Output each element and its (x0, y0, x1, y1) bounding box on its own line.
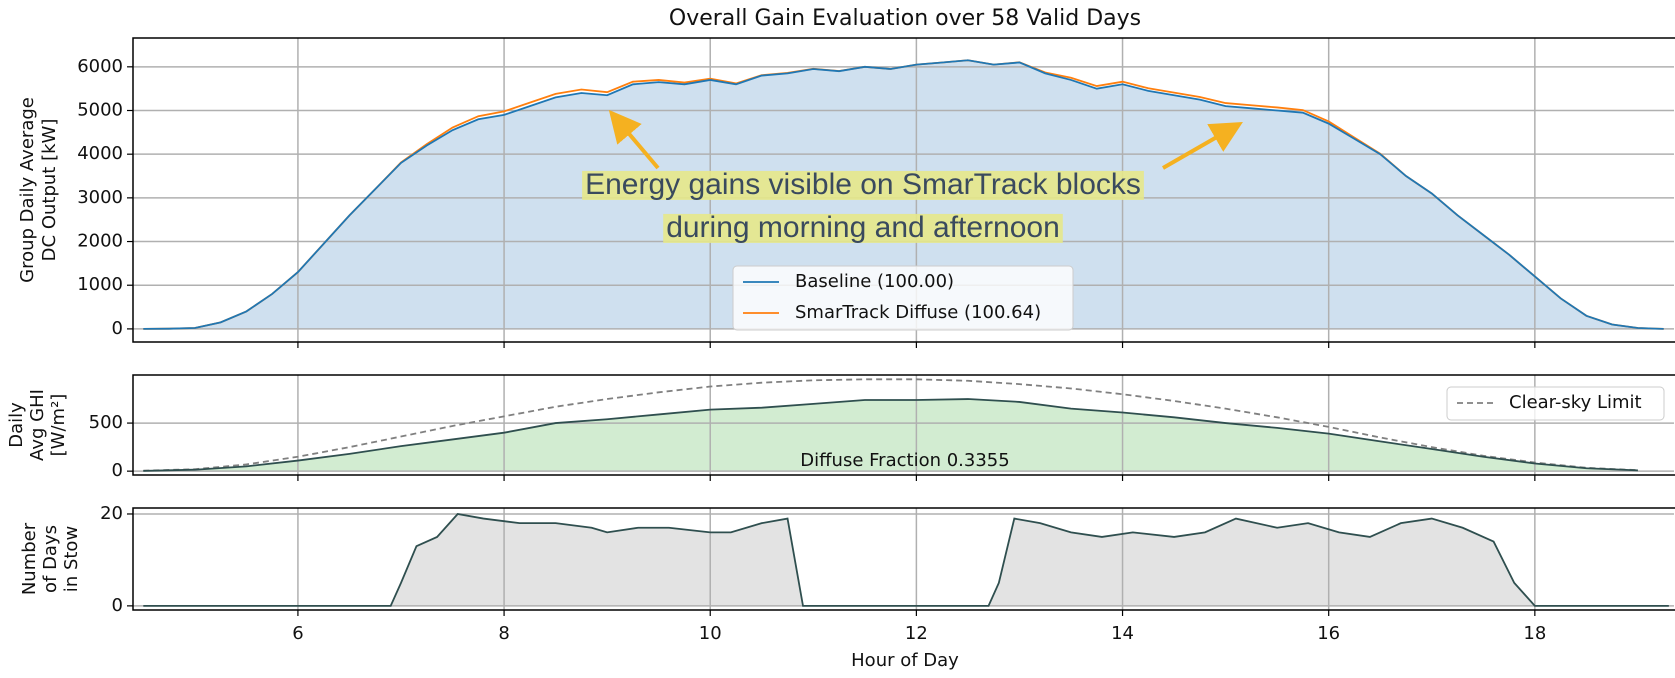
y-tick-label: 2000 (77, 231, 123, 252)
legend-box (1446, 386, 1665, 421)
y-tick-label: 3000 (77, 187, 123, 208)
x-axis-label: Hour of Day (851, 650, 959, 671)
x-tick-label: 16 (1317, 623, 1340, 644)
y-axis-label: Avg GHI (27, 389, 48, 461)
axes-frame (132, 37, 1675, 343)
axes-frame (132, 374, 1675, 476)
annotation: Energy gains visible on SmarTrack blocks (582, 168, 1144, 201)
y-tick-label: 20 (100, 503, 123, 524)
series-line (143, 512, 1669, 607)
arrow (1162, 122, 1243, 170)
legend-label: SmarTrack Diffuse (100.64) (795, 302, 1041, 323)
y-tick-label: 5000 (77, 100, 123, 121)
x-tick-label: 14 (1111, 623, 1134, 644)
y-axis-label: Number (19, 522, 40, 595)
y-tick-label: 4000 (77, 143, 123, 164)
x-tick-label: 10 (699, 623, 722, 644)
y-axis-label: Daily (6, 402, 27, 448)
series-line (143, 398, 1638, 472)
chart-title: Overall Gain Evaluation over 58 Valid Da… (669, 6, 1141, 31)
y-tick-label: 0 (112, 460, 123, 481)
annotation-highlight (582, 170, 1144, 200)
legend-label: Clear-sky Limit (1509, 392, 1642, 413)
y-tick-label: 6000 (77, 56, 123, 77)
y-axis-label: of Days (40, 525, 61, 593)
annotation: during morning and afternoon (663, 211, 1063, 244)
arrow (608, 109, 660, 170)
series-line (143, 378, 1638, 472)
y-axis-label: DC Output [kW] (39, 119, 60, 262)
legend-label: Baseline (100.00) (795, 271, 954, 292)
y-tick-label: 1000 (77, 274, 123, 295)
x-tick-label: 12 (905, 623, 928, 644)
legend-box (732, 265, 1074, 331)
x-tick-label: 6 (292, 623, 303, 644)
y-tick-label: 0 (112, 595, 123, 616)
annotation-text: during morning and afternoon (666, 211, 1060, 244)
y-axis-label: Group Daily Average (17, 97, 38, 283)
series-line (143, 59, 1664, 330)
area-fill (143, 399, 1638, 472)
annotation-text: Energy gains visible on SmarTrack blocks (585, 168, 1141, 201)
y-axis-label: [W/m²] (48, 394, 69, 457)
annotation-highlight (663, 213, 1063, 243)
axes-frame (132, 507, 1675, 611)
x-tick-label: 18 (1523, 623, 1546, 644)
y-axis-label: in Stow (61, 526, 82, 592)
y-tick-label: 500 (89, 412, 123, 433)
y-tick-label: 0 (112, 318, 123, 339)
area-fill (143, 513, 1669, 606)
x-tick-label: 8 (498, 623, 509, 644)
annotation-text: Diffuse Fraction 0.3355 (800, 450, 1009, 471)
